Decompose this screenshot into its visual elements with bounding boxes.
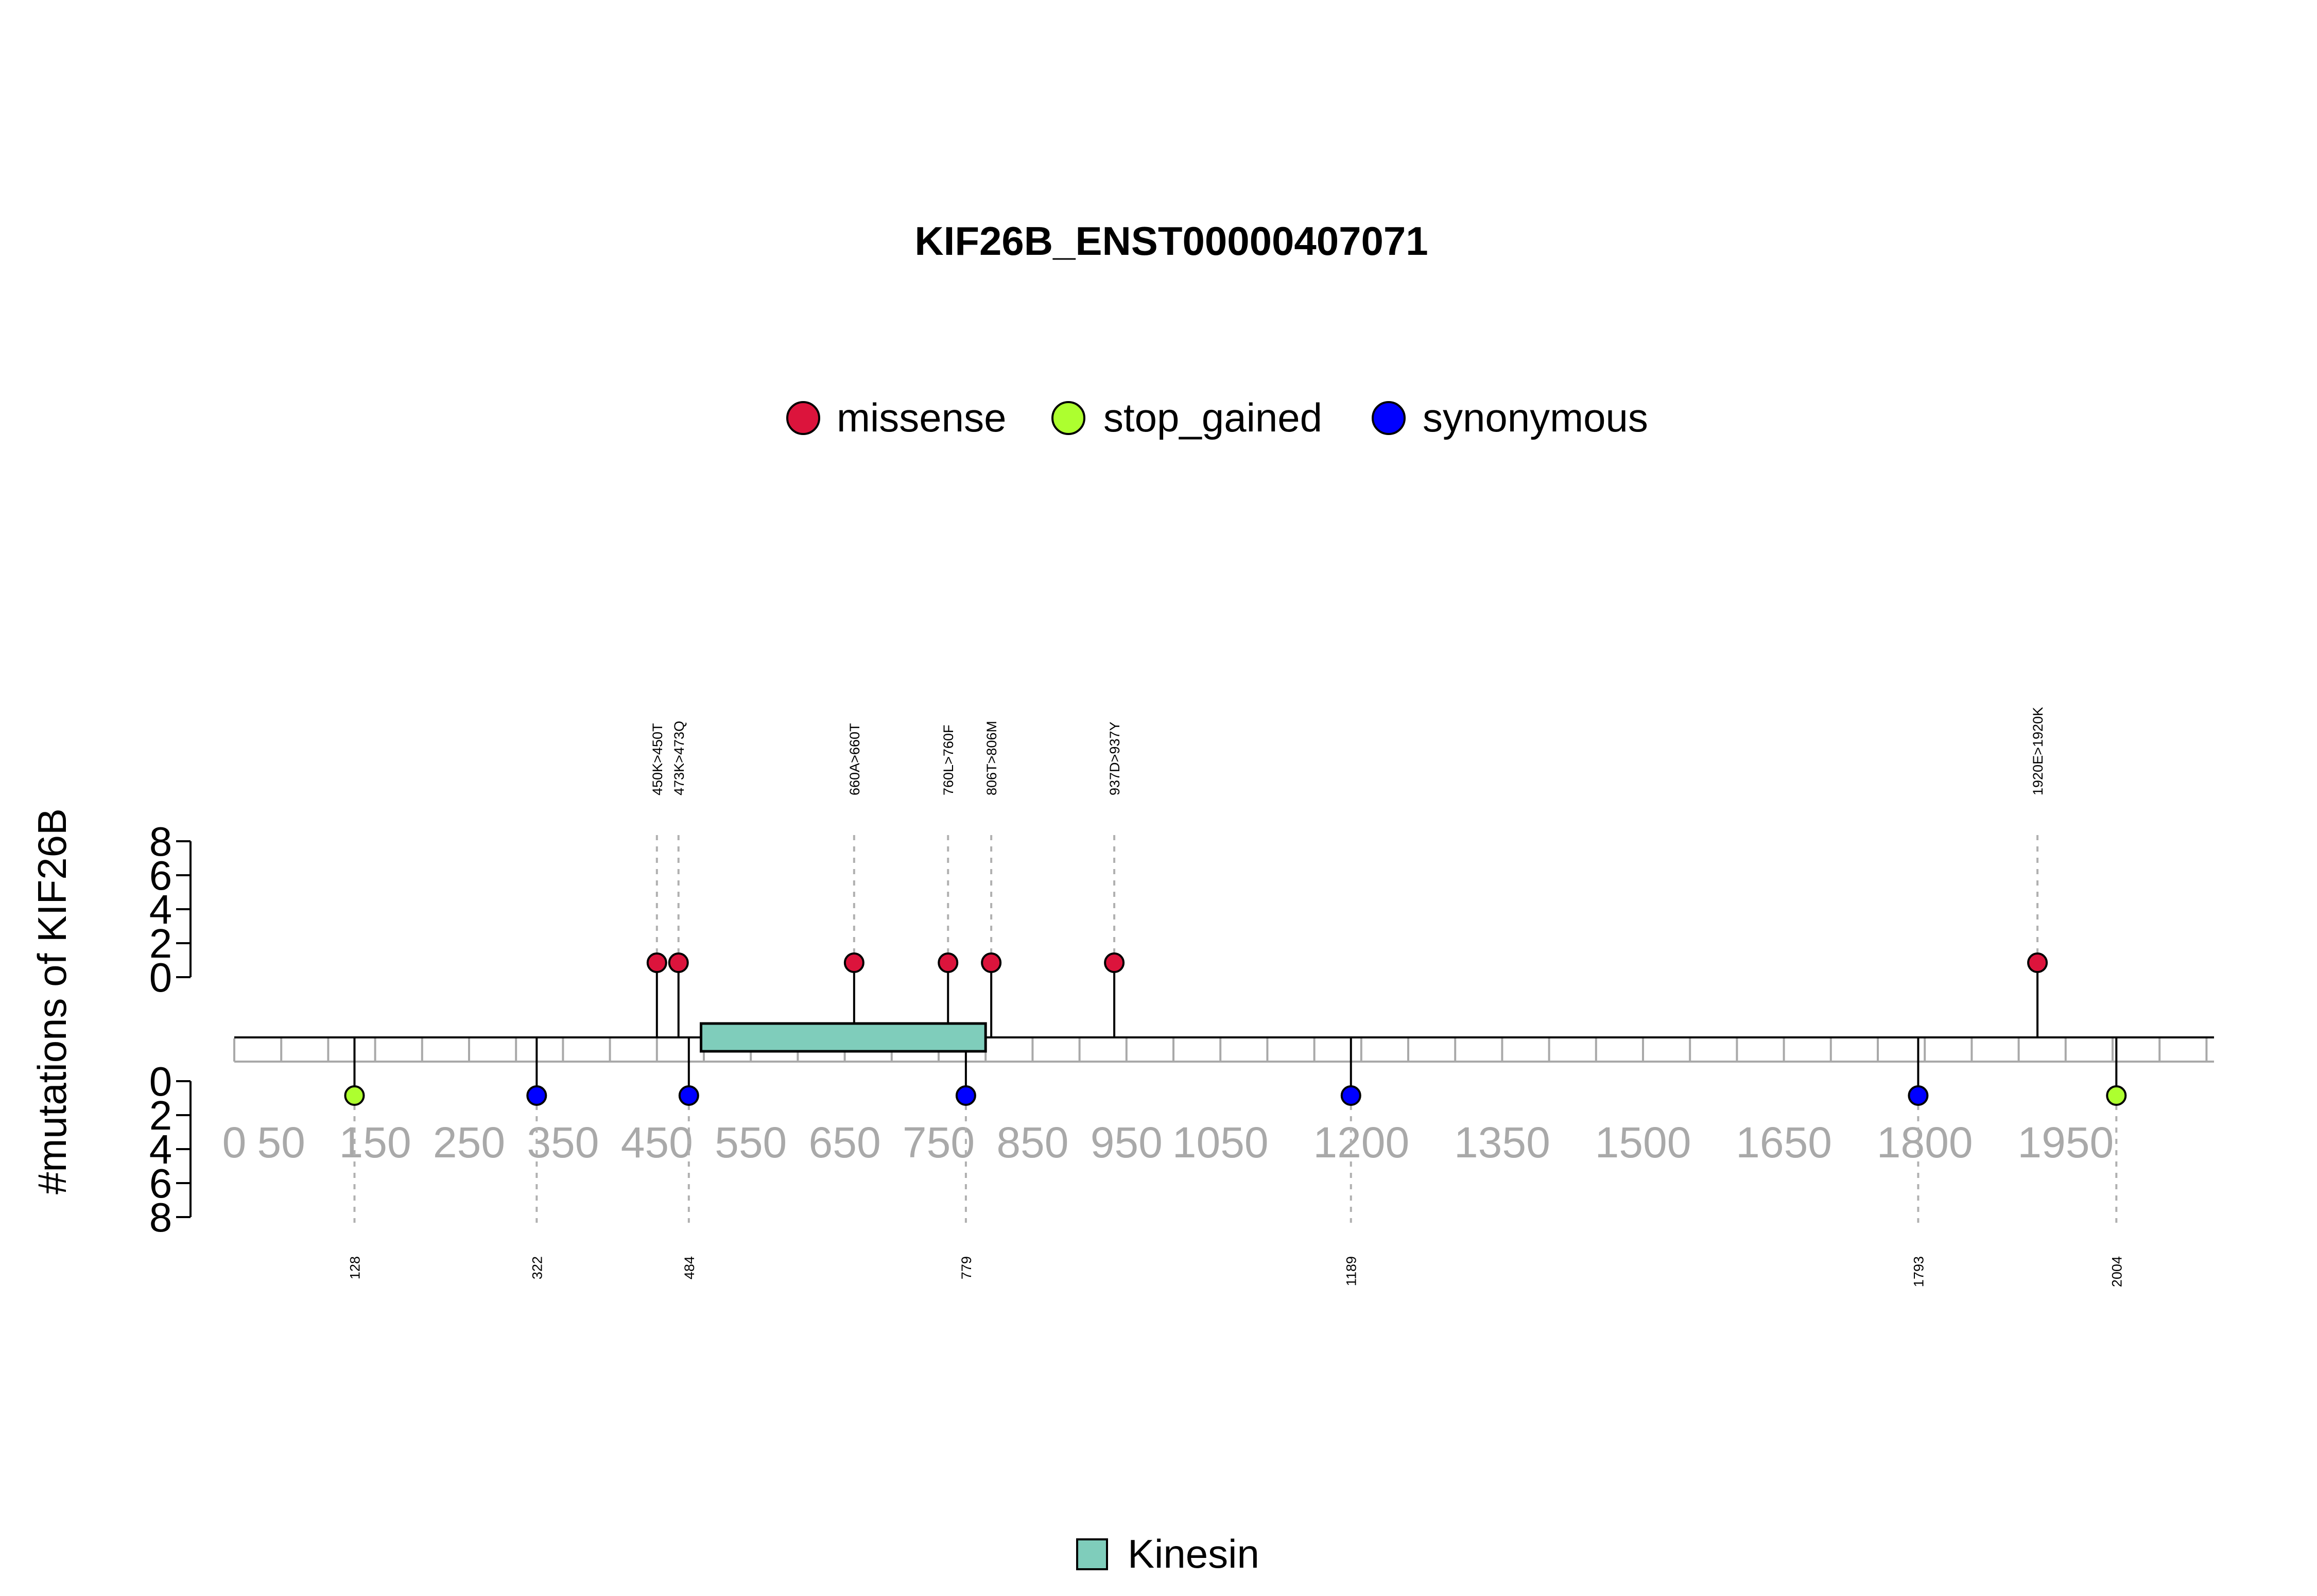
lollipop-point-missense bbox=[2027, 952, 2048, 973]
lollipop-point-synonymous bbox=[1340, 1085, 1361, 1106]
mutation-position-label: 1793 bbox=[1911, 1256, 1926, 1287]
mutation-position-label: 1189 bbox=[1344, 1256, 1359, 1286]
x-tick-label: 250 bbox=[433, 1118, 505, 1167]
x-tick-label: 1200 bbox=[1313, 1118, 1409, 1167]
mutation-position-label: 2004 bbox=[2109, 1256, 2124, 1287]
lollipop-point-synonymous bbox=[526, 1085, 547, 1106]
lollipops-bottom: 128 322 484 779 1189 1793 2004 bbox=[344, 1037, 2127, 1287]
lollipops-top: 450K>450T 473K>473Q 660A>660T 760L>760F 806T… bbox=[646, 707, 2048, 1037]
mutation-label: 660A>660T bbox=[847, 723, 862, 795]
domain-legend-swatch bbox=[1076, 1538, 1108, 1570]
y-axis-top-tick-label: 4 bbox=[149, 887, 172, 932]
legend-label-stop_gained: stop_gained bbox=[1103, 395, 1322, 440]
y-axis-bottom-tick-label: 6 bbox=[149, 1160, 172, 1206]
x-tick-label: 450 bbox=[621, 1118, 693, 1167]
y-axis-bottom-tick-label: 2 bbox=[149, 1092, 172, 1138]
lollipop-point-missense bbox=[668, 952, 689, 973]
x-tick-label: 50 bbox=[257, 1118, 305, 1167]
domain-legend: Kinesin bbox=[1076, 1531, 1259, 1576]
legend: missense stop_gained synonymous bbox=[786, 395, 1648, 440]
lollipop-point-missense bbox=[1104, 952, 1125, 973]
lollipop-point-missense bbox=[981, 952, 1002, 973]
mutation-label: 1920E>1920K bbox=[2030, 707, 2046, 795]
domains bbox=[700, 1022, 987, 1053]
lollipop-point-missense bbox=[843, 952, 864, 973]
mutation-label: 450K>450T bbox=[650, 723, 665, 795]
y-axis-label: #mutations of KIF26B bbox=[29, 808, 75, 1194]
lollipop-point-synonymous bbox=[678, 1085, 699, 1106]
domain-kinesin bbox=[700, 1022, 987, 1053]
mutation-label: 473K>473Q bbox=[671, 721, 687, 795]
x-tick-label: 1650 bbox=[1736, 1118, 1832, 1167]
mutation-label: 760L>760F bbox=[941, 725, 956, 795]
x-tick-label: 650 bbox=[809, 1118, 881, 1167]
y-axis-top-tick-label: 8 bbox=[149, 819, 172, 864]
legend-marker-stop_gained bbox=[1051, 401, 1085, 435]
mutation-position-label: 779 bbox=[959, 1256, 974, 1279]
x-tick-label: 150 bbox=[339, 1118, 411, 1167]
x-tick-label: 1800 bbox=[1877, 1118, 1973, 1167]
mutation-label: 806T>806M bbox=[984, 721, 999, 795]
x-tick-label: 850 bbox=[996, 1118, 1068, 1167]
lollipop-point-synonymous bbox=[1908, 1085, 1929, 1106]
x-tick-label: 1350 bbox=[1454, 1118, 1550, 1167]
y-axis-top-tick-label: 6 bbox=[149, 853, 172, 898]
mutation-position-label: 128 bbox=[347, 1256, 362, 1279]
x-tick-label: 0 bbox=[222, 1118, 247, 1167]
y-axis-top-tick-label: 2 bbox=[149, 921, 172, 966]
lollipop-point-synonymous bbox=[955, 1085, 976, 1106]
y-axis-bottom-tick-label: 0 bbox=[149, 1059, 172, 1104]
x-tick-label: 1500 bbox=[1595, 1118, 1691, 1167]
x-tick-label: 350 bbox=[527, 1118, 599, 1167]
mutation-position-label: 484 bbox=[682, 1256, 697, 1279]
x-tick-label: 950 bbox=[1091, 1118, 1163, 1167]
legend-label-missense: missense bbox=[837, 395, 1006, 440]
lollipop-point-stop_gained bbox=[2106, 1085, 2127, 1106]
mutation-label: 937D>937Y bbox=[1107, 722, 1122, 795]
x-tick-label: 1050 bbox=[1172, 1118, 1269, 1167]
lollipop-point-stop_gained bbox=[344, 1085, 365, 1106]
x-axis: 0 50 150 250 350 450 550 650 750 850 950 1050 1200 13… bbox=[222, 1036, 2214, 1167]
x-tick-label: 1950 bbox=[2017, 1118, 2114, 1167]
legend-marker-missense bbox=[786, 401, 820, 435]
y-axis-top-tick-label: 0 bbox=[149, 955, 172, 1000]
mutation-position-label: 322 bbox=[529, 1256, 545, 1279]
legend-label-synonymous: synonymous bbox=[1423, 395, 1648, 440]
y-axis-bottom-tick-label: 8 bbox=[149, 1194, 172, 1240]
x-tick-label: 750 bbox=[903, 1118, 975, 1167]
lollipop-point-missense bbox=[938, 952, 959, 973]
chart-title: KIF26B_ENST00000407071 bbox=[914, 218, 1428, 264]
legend-marker-synonymous bbox=[1372, 401, 1406, 435]
domain-legend-label: Kinesin bbox=[1128, 1531, 1259, 1576]
y-axis-bottom-tick-label: 4 bbox=[149, 1126, 172, 1172]
lollipop-point-missense bbox=[646, 952, 667, 973]
x-tick-label: 550 bbox=[715, 1118, 787, 1167]
